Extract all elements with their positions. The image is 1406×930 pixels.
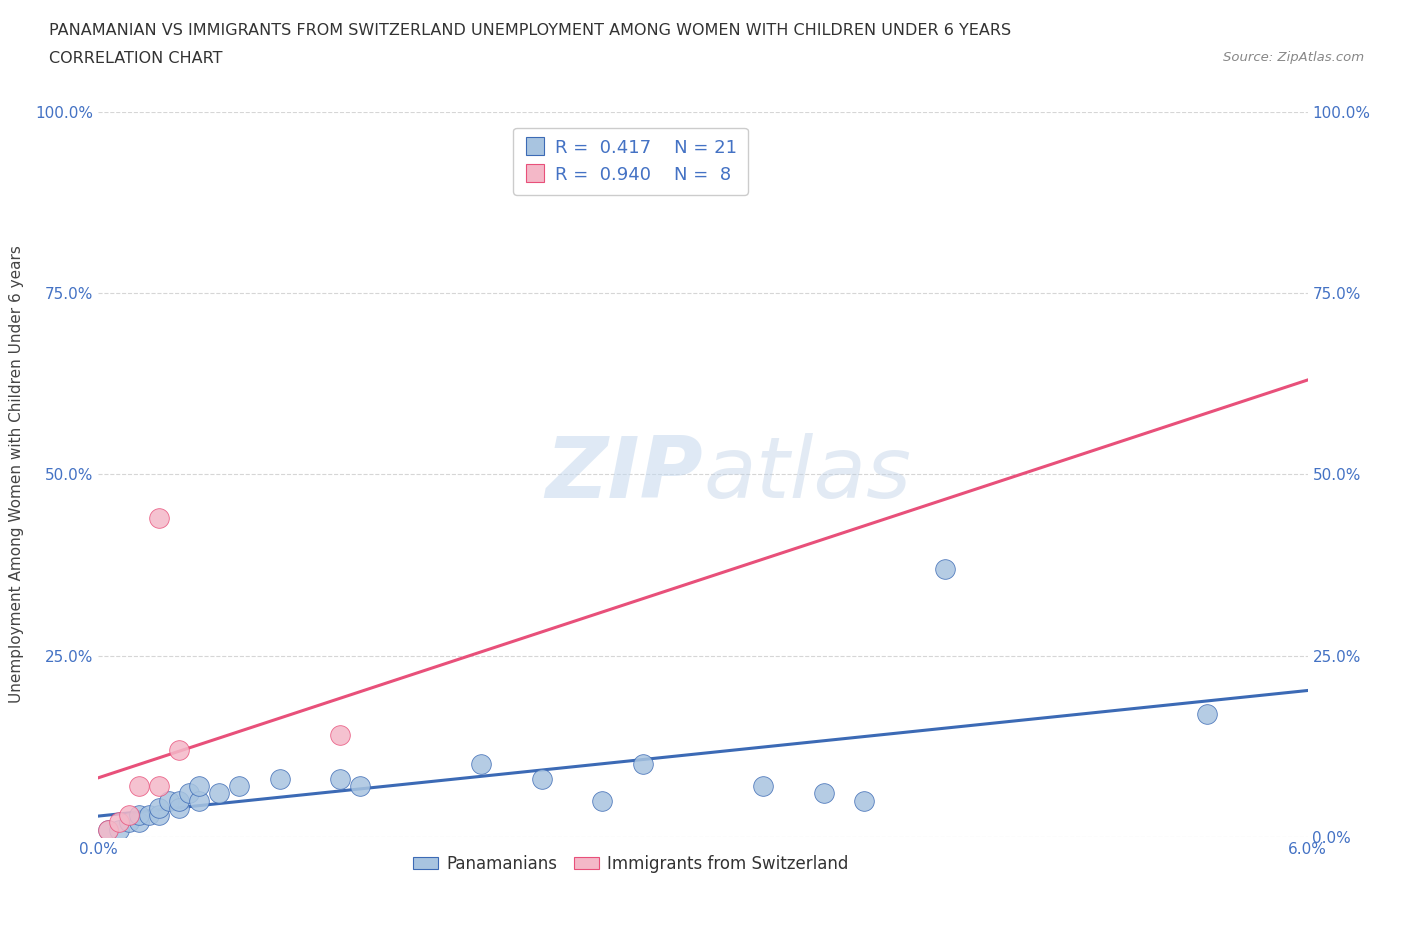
Point	[97, 822, 120, 837]
Point	[167, 793, 190, 808]
Legend: Panamanians, Immigrants from Switzerland: Panamanians, Immigrants from Switzerland	[406, 848, 855, 880]
Point	[188, 778, 211, 793]
Point	[128, 778, 150, 793]
Point	[813, 786, 835, 801]
Point	[188, 793, 211, 808]
Point	[470, 757, 492, 772]
Point	[349, 778, 371, 793]
Point	[1195, 706, 1218, 721]
Text: Source: ZipAtlas.com: Source: ZipAtlas.com	[1223, 51, 1364, 64]
Text: ZIP: ZIP	[546, 432, 703, 516]
Point	[208, 786, 231, 801]
Point	[107, 815, 129, 830]
Point	[97, 822, 120, 837]
Point	[148, 511, 170, 525]
Point	[591, 793, 613, 808]
Text: CORRELATION CHART: CORRELATION CHART	[49, 51, 222, 66]
Y-axis label: Unemployment Among Women with Children Under 6 years: Unemployment Among Women with Children U…	[10, 246, 24, 703]
Point	[329, 772, 352, 787]
Point	[118, 815, 141, 830]
Point	[631, 757, 654, 772]
Point	[179, 786, 201, 801]
Point	[157, 793, 180, 808]
Point	[138, 808, 160, 823]
Text: PANAMANIAN VS IMMIGRANTS FROM SWITZERLAND UNEMPLOYMENT AMONG WOMEN WITH CHILDREN: PANAMANIAN VS IMMIGRANTS FROM SWITZERLAN…	[49, 23, 1011, 38]
Point	[228, 778, 250, 793]
Point	[167, 801, 190, 816]
Point	[530, 772, 553, 787]
Point	[853, 793, 876, 808]
Point	[167, 742, 190, 757]
Point	[752, 778, 775, 793]
Point	[148, 778, 170, 793]
Point	[148, 808, 170, 823]
Point	[107, 822, 129, 837]
Text: atlas: atlas	[703, 432, 911, 516]
Point	[269, 772, 291, 787]
Point	[934, 561, 956, 576]
Point	[329, 728, 352, 743]
Point	[118, 808, 141, 823]
Point	[148, 801, 170, 816]
Point	[128, 808, 150, 823]
Point	[128, 815, 150, 830]
